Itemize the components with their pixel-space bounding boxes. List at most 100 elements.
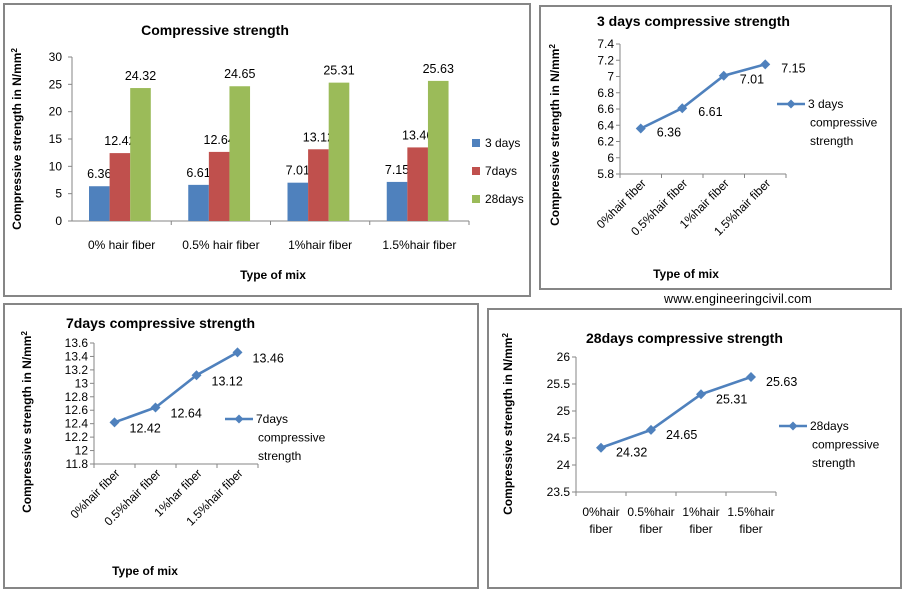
y-tick-label: 7.4 [597, 37, 614, 51]
data-label: 7.01 [286, 164, 310, 178]
website-watermark: www.engineeringcivil.com [664, 292, 812, 306]
data-label: 24.65 [224, 67, 255, 81]
y-axis-title: Compressive strength in N/mm2 [20, 331, 35, 513]
bar [386, 181, 408, 221]
x-tick-label: 0%hair [582, 505, 619, 519]
data-label: 6.36 [657, 126, 681, 140]
y-tick-label: 13.6 [65, 336, 89, 350]
data-label: 6.61 [698, 105, 722, 119]
data-label: 25.63 [766, 375, 797, 389]
data-label: 24.32 [616, 446, 647, 460]
data-label: 13.46 [253, 351, 284, 365]
y-tick-label: 12.4 [65, 417, 89, 431]
data-label: 13.46 [402, 128, 433, 142]
chart-title: Compressive strength [141, 22, 289, 38]
data-point-marker [696, 389, 706, 400]
data-label: 13.12 [303, 130, 334, 144]
y-tick-label: 6.4 [597, 118, 614, 132]
line-chart-3days: 3 days compressive strength 5.8 6 6.2 6.4 6.6… [548, 13, 878, 281]
y-tick-label: 5.8 [597, 167, 614, 181]
bar [328, 82, 350, 221]
legend-marker [234, 414, 244, 424]
data-point-marker [635, 123, 646, 134]
x-axis-title: Type of mix [240, 268, 306, 282]
y-tick-label: 13.4 [65, 349, 89, 363]
legend-label: 28days [810, 419, 849, 433]
line-chart-28days: 28days compressive strength 23.5 24 24.5 25 2… [501, 330, 880, 536]
x-tick-label: 1.5%hair [727, 505, 774, 519]
y-tick-label: 11.8 [66, 457, 89, 471]
data-label: 12.42 [130, 421, 161, 435]
y-tick-label: 13.2 [65, 363, 89, 377]
y-tick-label: 30 [49, 50, 63, 64]
y-tick-label: 6.8 [597, 86, 614, 100]
data-point-marker [150, 402, 161, 413]
x-tick-label: fiber [689, 522, 712, 536]
data-point-marker [596, 442, 606, 453]
legend-label: strength [812, 456, 855, 470]
data-point-marker [232, 347, 243, 358]
bar [208, 151, 230, 221]
legend-label: compressive [258, 431, 326, 445]
y-tick-label: 12.2 [65, 430, 89, 444]
data-point-marker [646, 424, 656, 435]
y-tick-label: 20 [49, 105, 63, 119]
y-tick-label: 12 [75, 444, 89, 458]
data-label: 24.65 [666, 428, 697, 442]
bar-chart-panel: Compressive strength 0 5 10 15 20 25 30 0% hair … [3, 3, 531, 297]
y-tick-label: 26 [557, 350, 571, 364]
chart-title: 3 days compressive strength [597, 13, 790, 29]
data-label: 25.63 [423, 62, 454, 76]
data-point-marker [191, 370, 202, 381]
bar [427, 80, 449, 221]
x-tick-label: 0.5%hair [627, 505, 674, 519]
legend-label: 3 days [485, 136, 520, 150]
bar [109, 153, 131, 221]
data-label: 7.15 [781, 61, 805, 75]
data-point-marker [760, 59, 771, 70]
data-point-marker [746, 371, 756, 382]
legend-label: strength [258, 449, 301, 463]
legend-label: 28days [485, 192, 524, 206]
y-tick-label: 25.5 [547, 377, 571, 391]
legend-label: 7days [256, 412, 288, 426]
y-axis-title: Compressive strength in N/mm2 [10, 48, 25, 230]
y-tick-label: 24 [557, 458, 571, 472]
legend-label: compressive [812, 438, 880, 452]
bar [89, 186, 110, 221]
x-tick-label: 1%hair fiber [288, 238, 352, 252]
x-axis-title: Type of mix [653, 267, 719, 281]
data-label: 12.64 [204, 133, 235, 147]
x-tick-label: fiber [589, 522, 612, 536]
y-tick-label: 6.2 [597, 135, 614, 149]
line-chart-7days-panel: 7days compressive strength 11.8 12 12.2 12.4… [3, 303, 479, 589]
legend-label: strength [810, 134, 853, 148]
series-line [114, 351, 239, 424]
legend-marker [786, 99, 796, 109]
y-tick-label: 5 [55, 187, 62, 201]
bar-chart-combined: Compressive strength 0 5 10 15 20 25 30 0% hair … [10, 22, 524, 282]
data-label: 13.12 [212, 374, 243, 388]
data-label: 12.42 [104, 134, 135, 148]
legend-label: 7days [485, 164, 517, 178]
data-label: 6.61 [186, 166, 210, 180]
x-tick-label: 1%hair [682, 505, 719, 519]
data-point-marker [109, 417, 120, 428]
x-axis-title: Type of mix [112, 564, 178, 578]
y-tick-label: 6.6 [597, 102, 614, 116]
y-tick-label: 12.6 [65, 403, 89, 417]
y-tick-label: 0 [55, 214, 62, 228]
y-tick-label: 13 [75, 376, 89, 390]
x-tick-label: 0% hair fiber [88, 238, 155, 252]
line-chart-7days: 7days compressive strength11.81212.212.4… [20, 315, 326, 578]
data-label: 25.31 [716, 392, 747, 406]
legend-label: 3 days [808, 97, 843, 111]
data-label: 7.15 [385, 163, 409, 177]
bar [229, 86, 251, 221]
y-tick-label: 24.5 [547, 431, 571, 445]
bar [188, 184, 209, 221]
legend-swatch [472, 167, 480, 175]
series-line [640, 63, 766, 130]
y-axis-title: Compressive strength in N/mm2 [501, 333, 516, 515]
data-point-marker [677, 103, 688, 114]
